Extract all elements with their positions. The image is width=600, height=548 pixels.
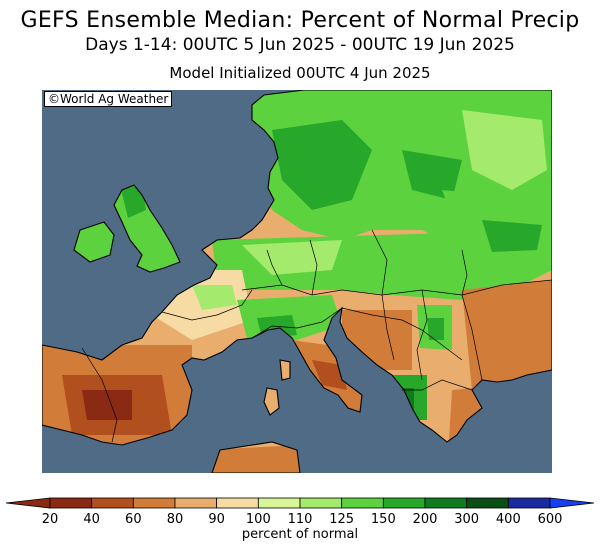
model-init-time: Model Initialized 00UTC 4 Jun 2025 bbox=[169, 64, 431, 82]
colorbar-segment bbox=[174, 497, 218, 509]
colorbar-arrow-low bbox=[5, 497, 51, 509]
colorbar-tick-label: 300 bbox=[454, 512, 479, 527]
colorbar-label: percent of normal bbox=[241, 527, 359, 542]
colorbar-tick-label: 400 bbox=[496, 512, 521, 527]
colorbar-segment bbox=[257, 497, 301, 509]
colorbar-tick-label: 80 bbox=[167, 512, 184, 527]
copyright-credit: ©World Ag Weather bbox=[44, 91, 173, 107]
colorbar-arrow-high bbox=[549, 497, 595, 509]
colorbar-tick-label: 125 bbox=[329, 512, 354, 527]
colorbar-segment bbox=[49, 497, 93, 509]
colorbar-tick-label: 20 bbox=[42, 512, 59, 527]
colorbar-tick-label: 60 bbox=[125, 512, 142, 527]
colorbar-tick-label: 150 bbox=[371, 512, 396, 527]
colorbar-tick-label: 40 bbox=[83, 512, 100, 527]
colorbar-tick-label: 90 bbox=[208, 512, 225, 527]
colorbar-segment bbox=[299, 497, 343, 509]
precip-map bbox=[42, 90, 552, 473]
colorbar-segment bbox=[216, 497, 259, 509]
map-title: GEFS Ensemble Median: Percent of Normal … bbox=[20, 8, 580, 33]
country-borders bbox=[81, 229, 552, 443]
colorbar-segment bbox=[341, 497, 384, 509]
colorbar-tick-label: 100 bbox=[246, 512, 271, 527]
colorbar: 20 40 60 80 90 100 110 125 150 200 300 400 600 bbox=[5, 497, 595, 527]
colorbar-segment bbox=[466, 497, 509, 509]
colorbar-segment bbox=[507, 497, 551, 509]
colorbar-segment bbox=[91, 497, 134, 509]
colorbar-segment bbox=[132, 497, 176, 509]
forecast-period: Days 1-14: 00UTC 5 Jun 2025 - 00UTC 19 J… bbox=[85, 35, 515, 55]
colorbar-segment bbox=[424, 497, 468, 509]
colorbar-tick-label: 110 bbox=[288, 512, 313, 527]
colorbar-segment bbox=[382, 497, 426, 509]
colorbar-tick-label: 600 bbox=[538, 512, 563, 527]
colorbar-tick-label: 200 bbox=[413, 512, 438, 527]
